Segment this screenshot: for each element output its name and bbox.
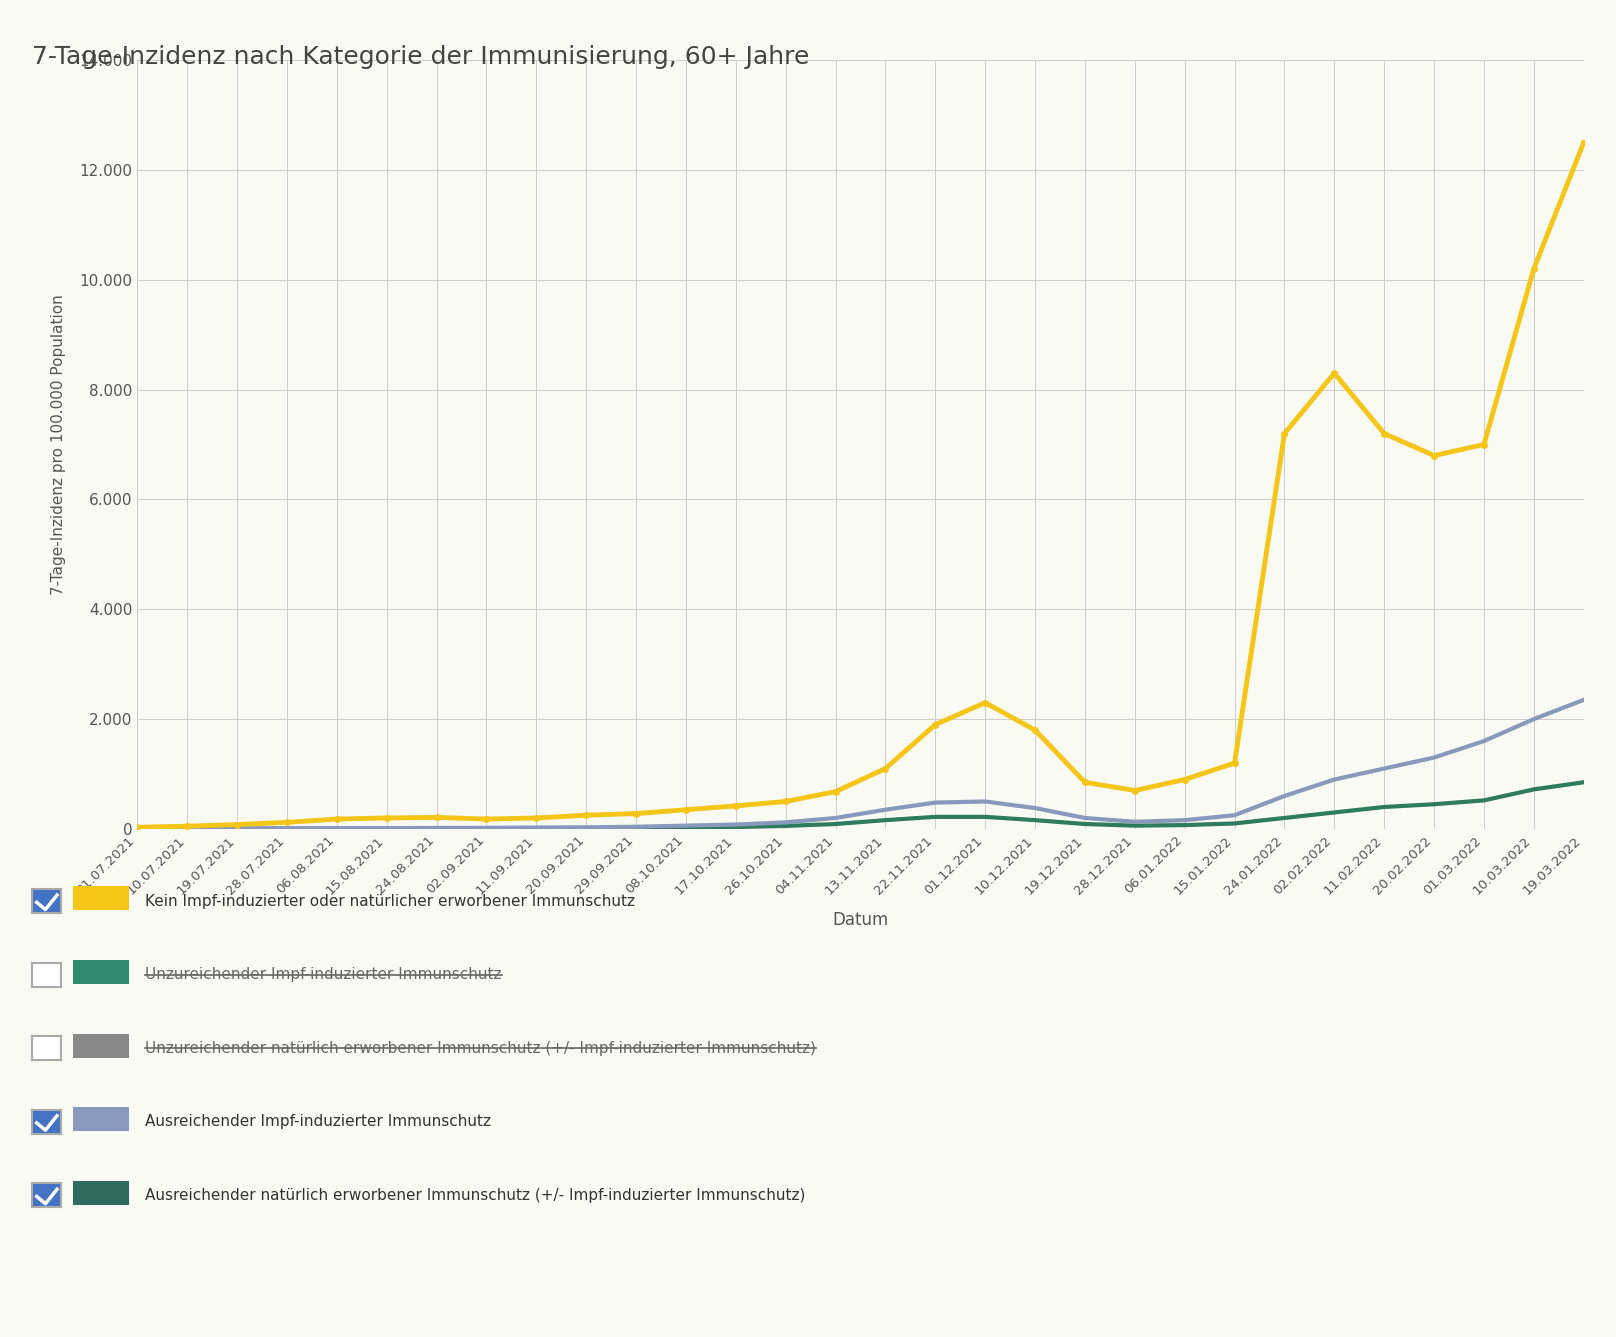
- Text: Unzureichender Impf-induzierter Immunschutz: Unzureichender Impf-induzierter Immunsch…: [145, 967, 503, 983]
- Text: 7-Tage-Inzidenz nach Kategorie der Immunisierung, 60+ Jahre: 7-Tage-Inzidenz nach Kategorie der Immun…: [32, 45, 810, 70]
- Y-axis label: 7-Tage-Inzidenz pro 100.000 Population: 7-Tage-Inzidenz pro 100.000 Population: [50, 294, 66, 595]
- X-axis label: Datum: Datum: [832, 910, 889, 929]
- Text: Ausreichender Impf-induzierter Immunschutz: Ausreichender Impf-induzierter Immunschu…: [145, 1114, 491, 1130]
- Text: Unzureichender Impf-induzierter Immunschutz: Unzureichender Impf-induzierter Immunsch…: [145, 967, 503, 983]
- Text: Unzureichender natürlich erworbener Immunschutz (+/- Impf-induzierter Immunschut: Unzureichender natürlich erworbener Immu…: [145, 1040, 816, 1056]
- Text: Kein Impf-induzierter oder natürlicher erworbener Immunschutz: Kein Impf-induzierter oder natürlicher e…: [145, 893, 635, 909]
- Text: Ausreichender natürlich erworbener Immunschutz (+/- Impf-induzierter Immunschutz: Ausreichender natürlich erworbener Immun…: [145, 1187, 806, 1203]
- Text: Unzureichender natürlich erworbener Immunschutz (+/- Impf-induzierter Immunschut: Unzureichender natürlich erworbener Immu…: [145, 1040, 816, 1056]
